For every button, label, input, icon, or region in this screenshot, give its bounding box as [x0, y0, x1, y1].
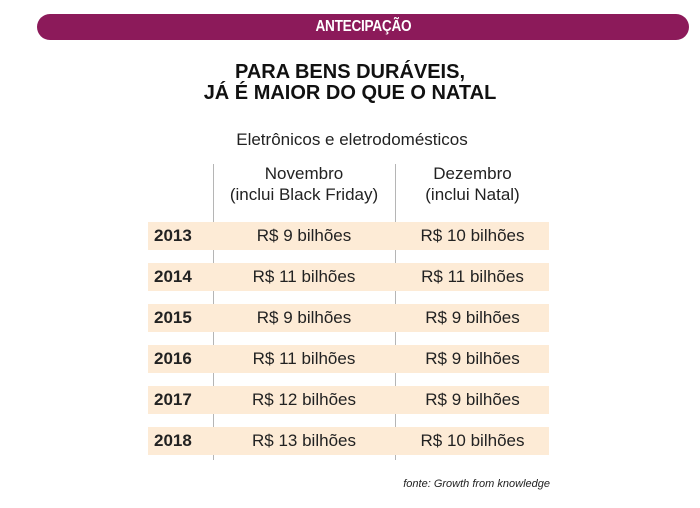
row-november-value: R$ 9 bilhões — [256, 308, 352, 327]
source-note: fonte: Growth from knowledge — [403, 478, 550, 490]
row-november-value: R$ 13 bilhões — [252, 431, 356, 450]
column-header-november-title: Novembro — [264, 164, 344, 183]
row-november-value: R$ 9 bilhões — [256, 226, 352, 245]
table-row: 2017 R$ 12 bilhões R$ 9 bilhões — [148, 386, 549, 414]
row-november-value: R$ 11 bilhões — [252, 349, 356, 368]
column-header-december-title: Dezembro — [433, 164, 512, 183]
row-december-value: R$ 11 bilhões — [421, 267, 524, 286]
row-year: 2016 — [154, 349, 192, 368]
headline-line-1: PARA BENS DURÁVEIS, — [234, 61, 466, 83]
row-year: 2014 — [154, 267, 192, 286]
column-header-december: Dezembro (inclui Natal) — [396, 163, 549, 205]
row-december-value: R$ 10 bilhões — [420, 431, 525, 450]
row-december-value: R$ 9 bilhões — [425, 349, 520, 368]
row-december-value: R$ 10 bilhões — [420, 226, 525, 245]
row-november-value: R$ 12 bilhões — [252, 390, 356, 409]
table-row: 2014 R$ 11 bilhões R$ 11 bilhões — [148, 263, 549, 291]
row-november-value: R$ 11 bilhões — [252, 267, 356, 286]
row-december-value: R$ 9 bilhões — [425, 390, 520, 409]
column-header-december-note: (inclui Natal) — [425, 185, 520, 204]
table-row: 2013 R$ 9 bilhões R$ 10 bilhões — [148, 222, 549, 250]
row-year: 2018 — [154, 431, 192, 450]
column-header-november-note: (inclui Black Friday) — [229, 185, 379, 204]
table-subtitle: Eletrônicos e eletrodomésticos — [236, 130, 468, 149]
row-year: 2013 — [154, 226, 192, 245]
row-year: 2015 — [154, 308, 192, 327]
column-header-november: Novembro (inclui Black Friday) — [214, 163, 394, 205]
section-banner: ANTECIPAÇÃO — [37, 14, 689, 40]
row-year: 2017 — [154, 390, 192, 409]
table-row: 2016 R$ 11 bilhões R$ 9 bilhões — [148, 345, 549, 373]
section-banner-label: ANTECIPAÇÃO — [315, 18, 411, 35]
headline: PARA BENS DURÁVEIS, JÁ É MAIOR DO QUE O … — [0, 62, 700, 104]
table-row: 2018 R$ 13 bilhões R$ 10 bilhões — [148, 427, 549, 455]
row-december-value: R$ 9 bilhões — [425, 308, 520, 327]
table-row: 2015 R$ 9 bilhões R$ 9 bilhões — [148, 304, 549, 332]
headline-line-2: JÁ É MAIOR DO QUE O NATAL — [203, 82, 497, 104]
